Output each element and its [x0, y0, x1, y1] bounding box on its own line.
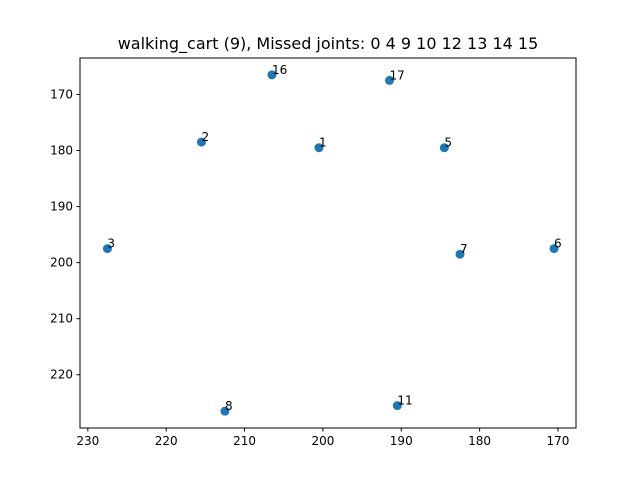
data-point — [439, 143, 449, 153]
y-tick-label: 180 — [50, 144, 73, 158]
point-label: 5 — [444, 136, 452, 150]
y-tick-label: 200 — [50, 256, 73, 270]
y-tick-label: 170 — [50, 87, 73, 101]
data-point — [455, 249, 465, 259]
point-label: 2 — [201, 130, 209, 144]
data-point — [549, 244, 559, 254]
point-label: 11 — [397, 394, 412, 408]
point-label: 3 — [107, 237, 115, 251]
point-label: 1 — [319, 136, 327, 150]
x-tick-label: 200 — [311, 434, 334, 448]
data-point — [196, 137, 206, 147]
y-tick-label: 210 — [50, 312, 73, 326]
point-label: 17 — [390, 68, 405, 82]
data-point — [392, 401, 402, 411]
point-label: 6 — [554, 237, 562, 251]
y-tick-label: 220 — [50, 368, 73, 382]
plot-frame — [79, 57, 577, 429]
x-tick-label: 180 — [468, 434, 491, 448]
x-tick-label: 220 — [155, 434, 178, 448]
x-axis: 230 220 210 200 190 180 170 — [76, 428, 569, 448]
point-label: 7 — [460, 242, 468, 256]
data-point — [385, 75, 395, 85]
point-label: 8 — [225, 399, 233, 413]
x-tick-label: 170 — [547, 434, 570, 448]
data-point — [220, 406, 230, 416]
x-tick-label: 210 — [233, 434, 256, 448]
point-label: 16 — [272, 63, 287, 77]
y-tick-label: 190 — [50, 200, 73, 214]
data-points: 16 17 2 1 5 3 7 6 8 11 — [102, 63, 562, 416]
data-point — [314, 143, 324, 153]
y-axis: 170 180 190 200 210 220 — [50, 87, 80, 382]
x-tick-label: 230 — [76, 434, 99, 448]
chart-title: walking_cart (9), Missed joints: 0 4 9 1… — [118, 34, 539, 54]
x-tick-label: 190 — [390, 434, 413, 448]
data-point — [267, 70, 277, 80]
data-point — [102, 244, 112, 254]
